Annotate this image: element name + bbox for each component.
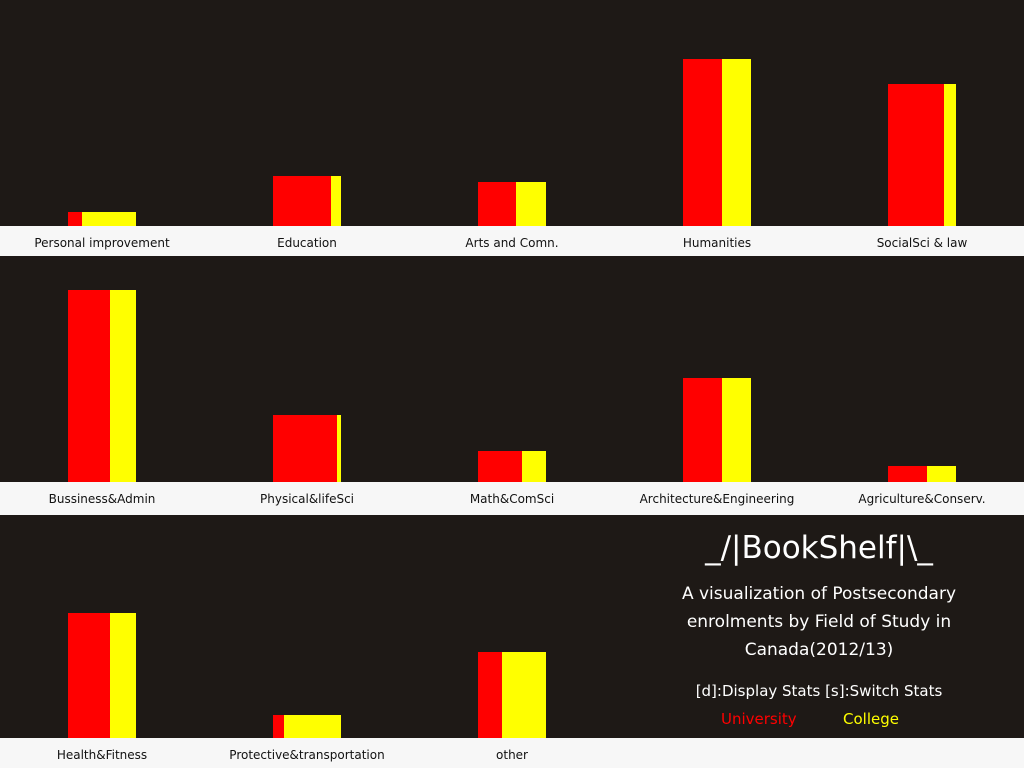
bar-college <box>516 182 546 226</box>
bar-university <box>273 715 284 738</box>
legend-college: College <box>843 710 899 728</box>
bar-university <box>68 613 110 738</box>
bar-university <box>68 290 110 482</box>
bar-college <box>110 290 136 482</box>
category-label: Protective&transportation <box>229 748 385 762</box>
category-label: Math&ComSci <box>469 492 555 506</box>
page-subtitle: A visualization of Postsecondary enrolme… <box>681 584 957 660</box>
bar-university <box>888 84 944 226</box>
bar-university <box>683 59 722 226</box>
category-label: other <box>496 748 528 762</box>
keyboard-shortcuts-hint: [d]:Display Stats [s]:Switch Stats <box>695 682 943 700</box>
shelf-2 <box>0 482 1024 515</box>
category-label: Bussiness&Admin <box>48 492 156 506</box>
category-label: Architecture&Engineering <box>639 492 795 506</box>
bar-college <box>502 652 546 738</box>
legend-university: University <box>721 710 797 728</box>
category-label: Agriculture&Conserv. <box>858 492 986 506</box>
bar-college <box>722 59 751 226</box>
bar-university <box>478 451 522 482</box>
bar-college <box>82 212 136 226</box>
category-label: Arts and Comn. <box>465 236 559 250</box>
bar-university <box>478 652 502 738</box>
category-label: Personal improvement <box>34 236 170 250</box>
bar-university <box>683 378 722 482</box>
bar-university <box>888 466 927 482</box>
shelf-3 <box>0 738 1024 768</box>
category-label: Education <box>277 236 337 250</box>
bar-college <box>944 84 956 226</box>
bar-college <box>284 715 341 738</box>
bar-university <box>478 182 516 226</box>
bar-university <box>273 415 337 482</box>
shelf-1 <box>0 226 1024 256</box>
category-label: Physical&lifeSci <box>260 492 354 506</box>
bar-college <box>331 176 341 226</box>
bar-college <box>337 415 341 482</box>
bar-college <box>110 613 136 738</box>
category-label: Humanities <box>682 236 752 250</box>
page-title: _/|BookShelf|\_ <box>705 530 933 566</box>
bar-college <box>522 451 546 482</box>
bar-university <box>68 212 82 226</box>
bar-university <box>273 176 331 226</box>
bar-college <box>927 466 956 482</box>
bar-college <box>722 378 751 482</box>
category-label: Health&Fitness <box>56 748 148 762</box>
category-label: SocialSci & law <box>876 236 968 250</box>
